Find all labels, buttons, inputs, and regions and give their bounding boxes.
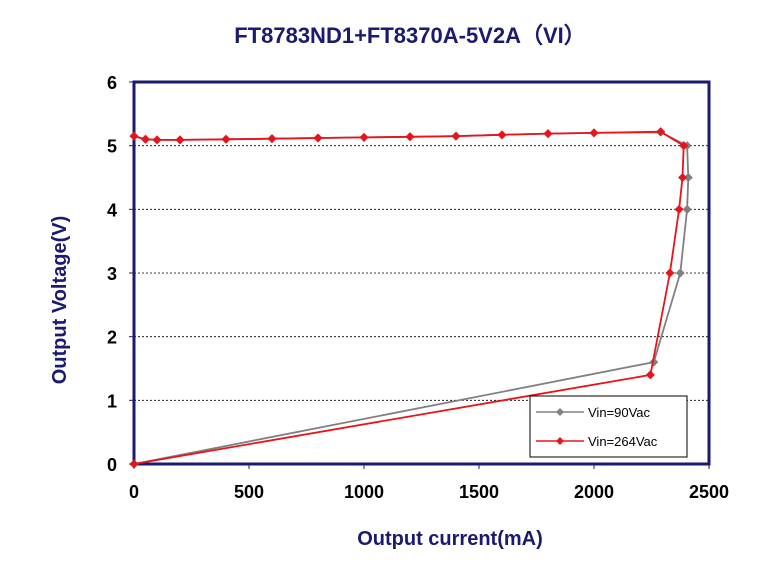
x-tick-label: 0 [129, 482, 139, 502]
data-point [679, 141, 689, 151]
y-tick-label: 0 [107, 455, 117, 475]
data-point [497, 130, 507, 140]
legend-label-vin90: Vin=90Vac [588, 405, 651, 420]
y-tick-label: 2 [107, 328, 117, 348]
data-point [129, 131, 139, 141]
chart-title: FT8783ND1+FT8370A-5V2A（VI） [234, 23, 586, 48]
y-tick-labels: 0 1 2 3 4 5 6 [107, 73, 134, 475]
series-layer [129, 127, 693, 469]
grid-lines [134, 145, 709, 401]
data-point [267, 134, 277, 144]
data-point [675, 268, 685, 278]
legend-marker-vin90 [556, 408, 564, 416]
y-tick-label: 3 [107, 264, 117, 284]
data-point [665, 268, 675, 278]
data-point [152, 135, 162, 145]
legend-box [529, 395, 688, 458]
data-point [129, 459, 139, 469]
data-point [656, 127, 666, 137]
data-point [313, 133, 323, 143]
data-point [683, 173, 693, 182]
data-point [682, 204, 692, 214]
data-point [678, 173, 688, 182]
x-tick-label: 2500 [689, 482, 729, 502]
data-point [645, 370, 655, 380]
y-tick-label: 1 [107, 391, 117, 411]
data-point [141, 134, 150, 144]
x-tick-label: 2000 [574, 482, 614, 502]
y-tick-label: 6 [107, 73, 117, 93]
legend-label-vin264: Vin=264Vac [588, 434, 658, 449]
data-point [175, 135, 185, 145]
data-point [451, 131, 461, 141]
data-point [405, 132, 415, 142]
y-tick-label: 5 [107, 137, 117, 157]
legend-marker-vin264 [556, 437, 564, 445]
x-tick-label: 1000 [344, 482, 384, 502]
x-tick-labels: 0 500 1000 1500 2000 2500 [129, 464, 729, 502]
data-point [359, 132, 369, 142]
data-point [674, 204, 684, 214]
x-tick-label: 500 [234, 482, 264, 502]
legend: Vin=90Vac Vin=264Vac [529, 395, 688, 458]
series-line-vin-264vac [133, 130, 685, 465]
x-tick-label: 1500 [459, 482, 499, 502]
y-tick-label: 4 [107, 200, 117, 220]
x-axis-label: Output current(mA) [357, 528, 543, 550]
data-point [589, 128, 599, 138]
data-point [543, 129, 553, 139]
series-vin-264vac [129, 127, 689, 469]
y-axis-label: Output Voltage(V) [49, 216, 71, 385]
data-point [221, 134, 231, 144]
